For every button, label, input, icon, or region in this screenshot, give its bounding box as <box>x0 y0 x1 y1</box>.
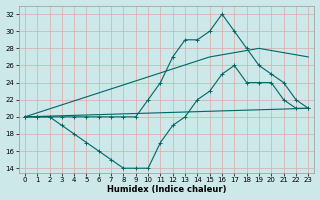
X-axis label: Humidex (Indice chaleur): Humidex (Indice chaleur) <box>107 185 226 194</box>
